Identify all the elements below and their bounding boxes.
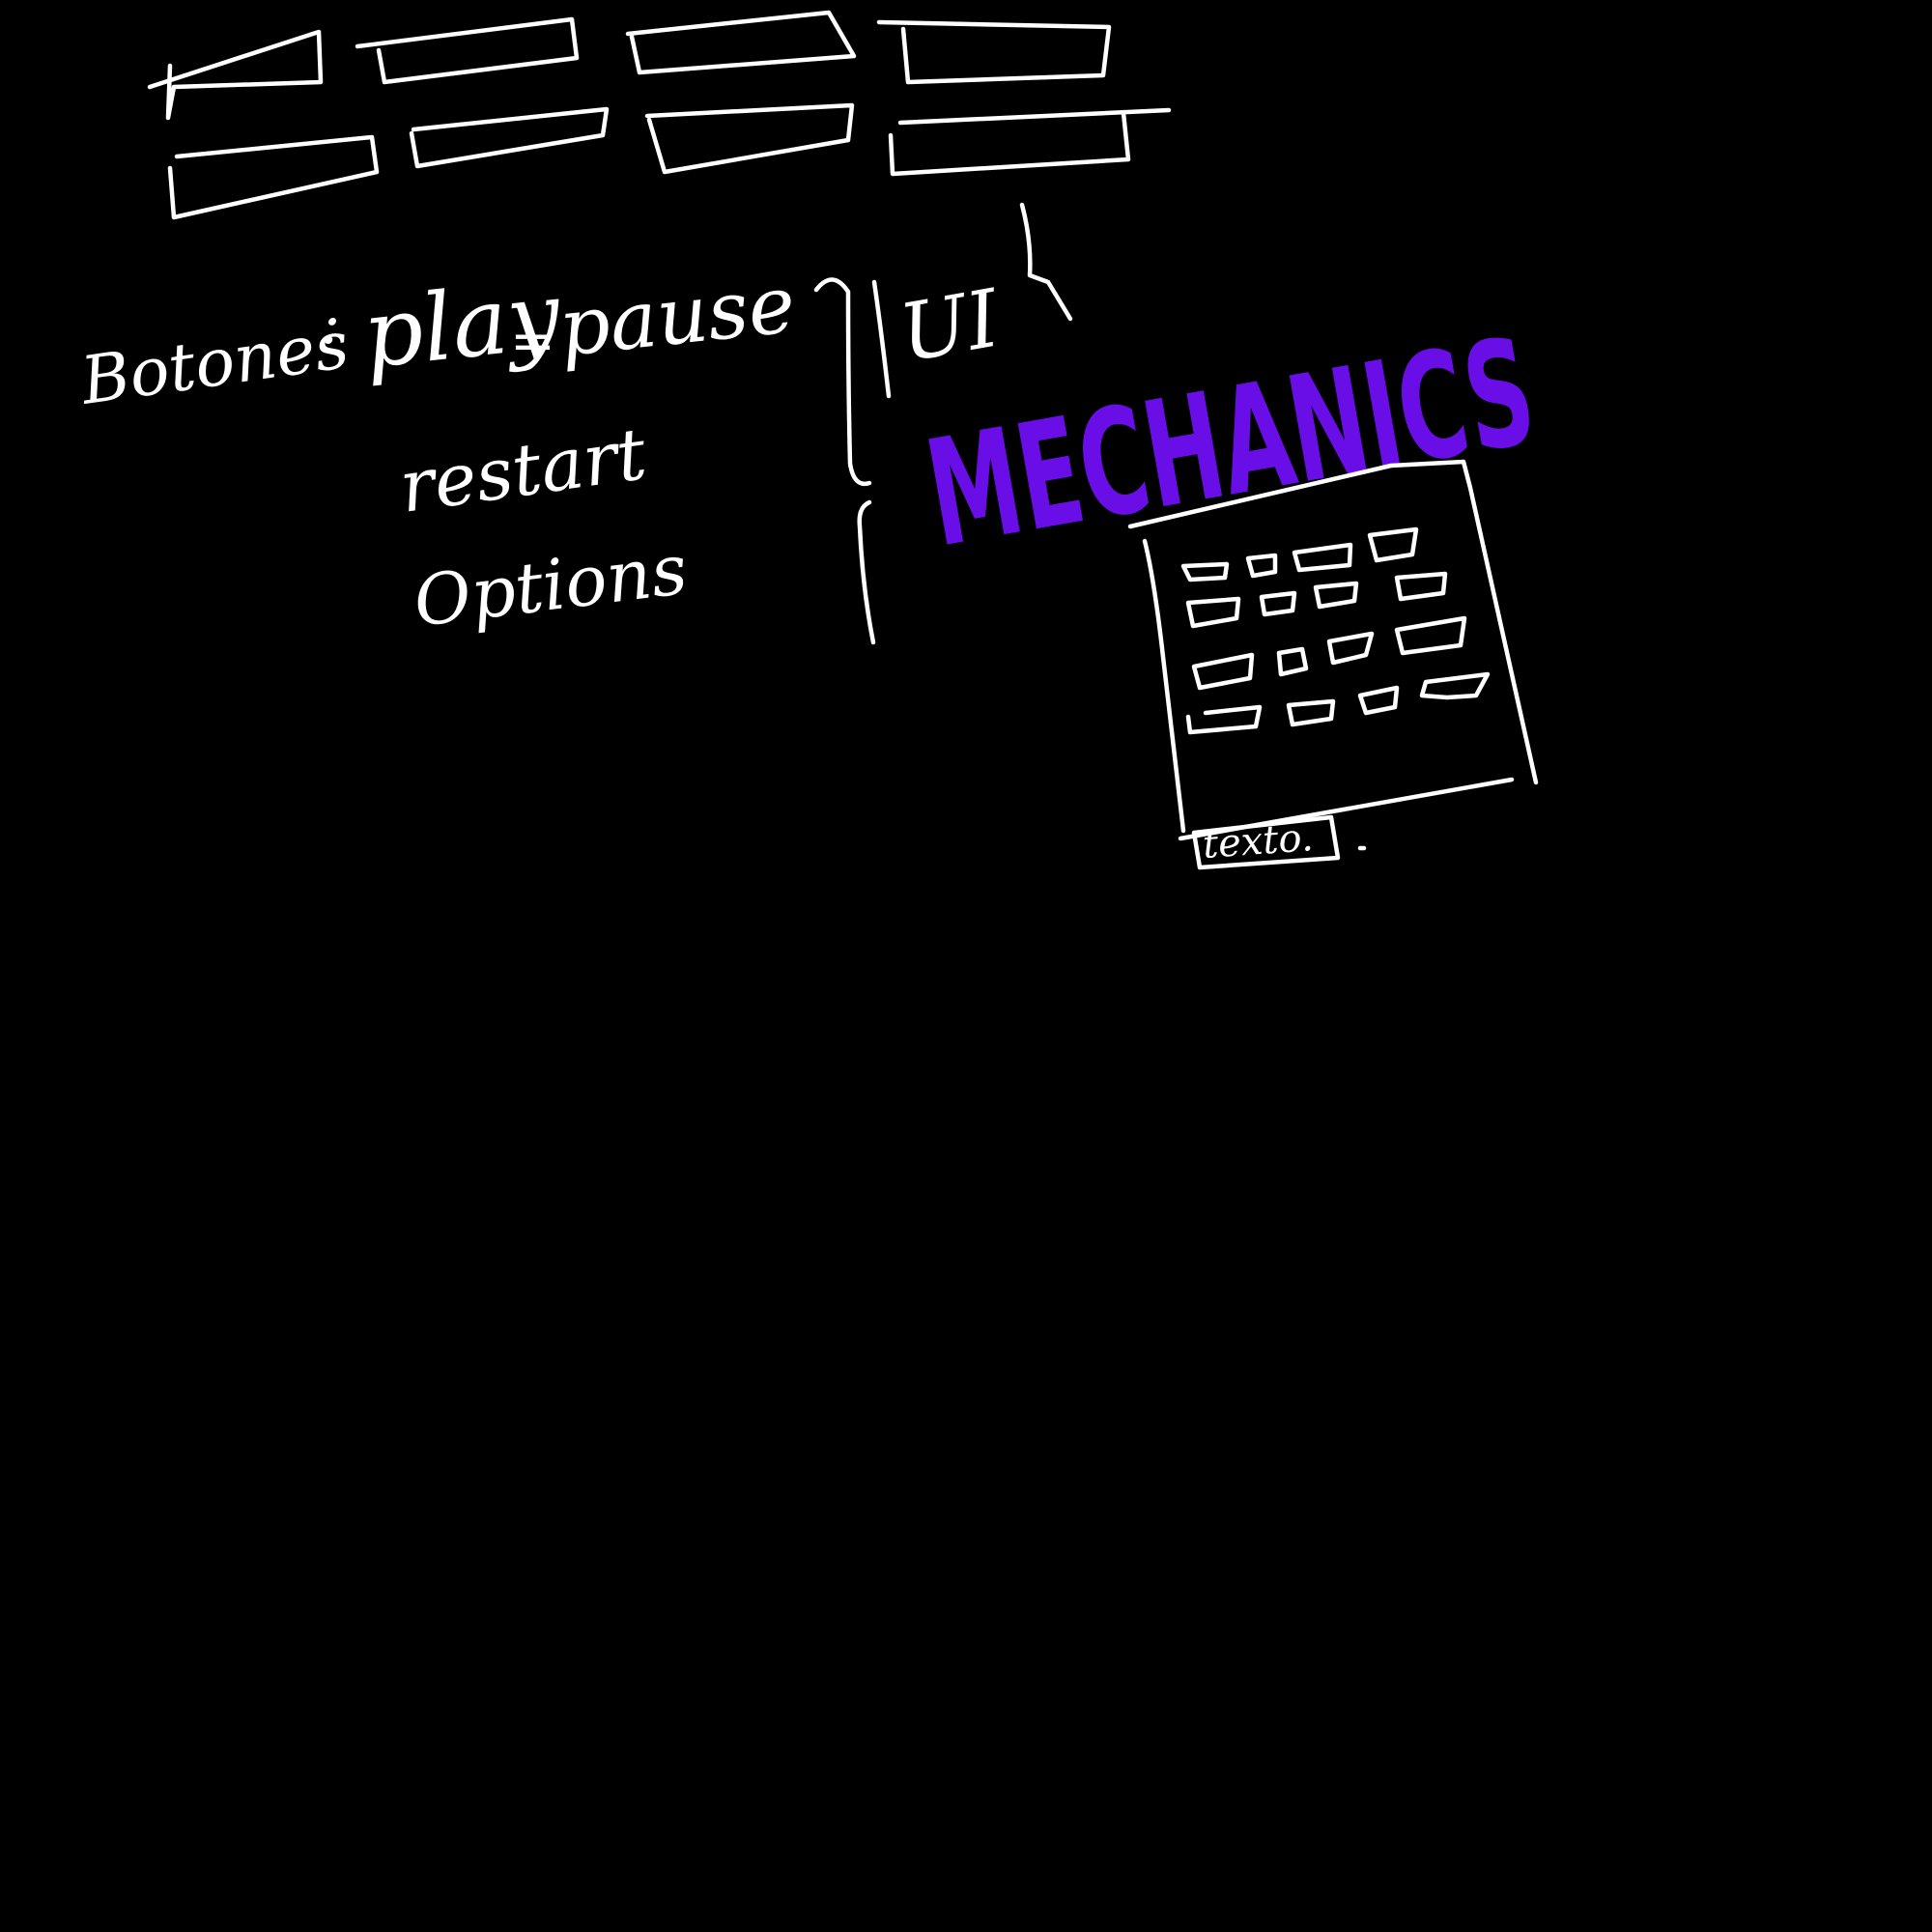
label-pause: pause bbox=[554, 259, 799, 375]
grid-block bbox=[1191, 652, 1255, 691]
screen-frame bbox=[1127, 459, 1539, 841]
grid-block bbox=[1357, 685, 1400, 716]
ui-brace bbox=[1019, 202, 1073, 322]
button-grid-sketch bbox=[147, 10, 1172, 220]
mechanics-screen-sketch: texto. bbox=[1127, 459, 1539, 870]
label-options: Options bbox=[410, 528, 692, 642]
sketch-button-r1-c3 bbox=[625, 10, 857, 75]
grid-block bbox=[1394, 615, 1467, 656]
grid-block bbox=[1185, 596, 1241, 629]
sketch-button-r1-c1 bbox=[147, 29, 324, 121]
sketch-button-r2-c4 bbox=[888, 107, 1172, 177]
sketch-button-r2-c3 bbox=[644, 102, 855, 175]
grid-block bbox=[1367, 526, 1419, 563]
grid-block bbox=[1313, 581, 1359, 610]
separator-equals: = bbox=[510, 310, 555, 373]
curly-brace bbox=[813, 277, 876, 645]
brace-tail bbox=[871, 279, 892, 399]
grid-block bbox=[1259, 590, 1297, 617]
grid-block bbox=[1292, 542, 1353, 573]
label-texto: texto. bbox=[1201, 815, 1314, 867]
sketch-button-r2-c2 bbox=[409, 106, 610, 169]
grid-block bbox=[1419, 671, 1491, 700]
grid-block bbox=[1180, 561, 1230, 582]
grid-block bbox=[1286, 698, 1336, 727]
grid-block bbox=[1245, 553, 1278, 579]
handwritten-notes: Botones : play = pause restart Options bbox=[74, 259, 799, 642]
grid-block bbox=[1185, 704, 1263, 735]
grid-block bbox=[1326, 631, 1375, 666]
label-play: play bbox=[358, 261, 567, 389]
text-box-frame bbox=[1191, 814, 1341, 870]
label-botones: Botones bbox=[74, 307, 353, 420]
sketch-button-r2-c1 bbox=[167, 134, 380, 220]
sketch-button-r1-c2 bbox=[355, 16, 580, 85]
label-ui: UI bbox=[894, 272, 1008, 380]
grid-block bbox=[1394, 571, 1448, 602]
sketch-button-r1-c4 bbox=[876, 19, 1112, 85]
ui-label-group: UI bbox=[894, 202, 1073, 381]
separator-colon: : bbox=[321, 290, 340, 357]
label-restart: restart bbox=[395, 412, 652, 529]
grid-block bbox=[1276, 646, 1309, 677]
mechanics-heading: MECHANICS bbox=[916, 305, 1547, 580]
